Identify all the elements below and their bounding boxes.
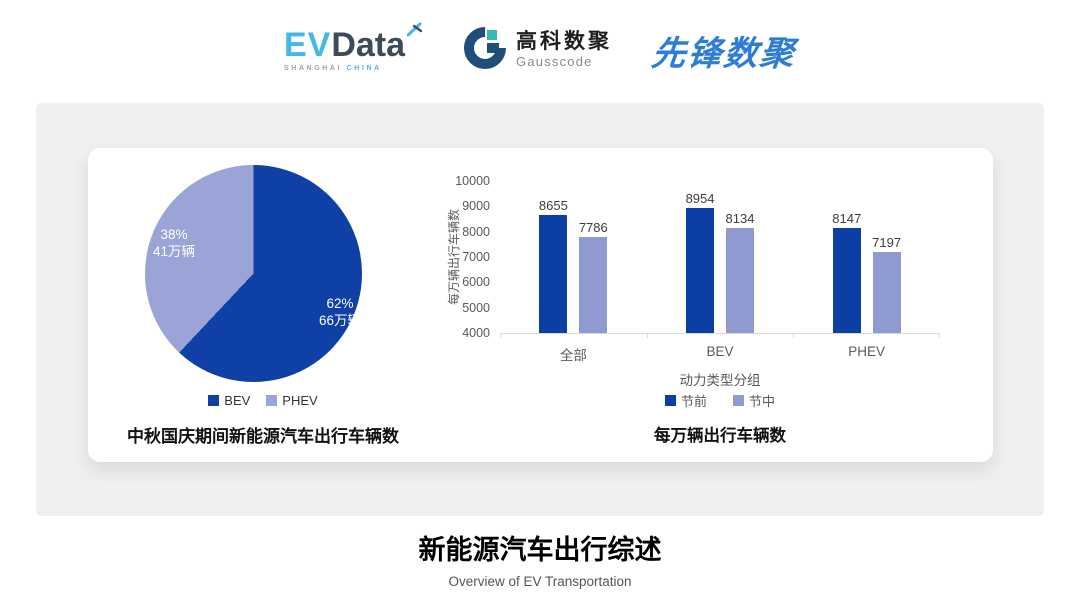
evdata-data-text: Data xyxy=(331,26,406,64)
bar-value-label: 8147 xyxy=(832,210,862,226)
pie-slice-label-phev: 38% 41万辆 xyxy=(124,226,224,260)
y-tick-label: 6000 xyxy=(462,275,490,290)
bar: 8655 xyxy=(539,181,568,333)
bar-chart-title: 每万辆出行车辆数 xyxy=(654,427,786,445)
evdata-logo: EV Data SHANGHAI CHINA xyxy=(283,22,423,72)
evdata-wordmark: EV Data xyxy=(283,22,423,64)
bar-legend: 节前 节中 xyxy=(500,391,940,410)
bar-value-label: 8655 xyxy=(538,198,568,214)
pie-legend: BEV PHEV xyxy=(88,393,438,408)
y-tick-label: 7000 xyxy=(462,250,490,264)
bev-percent-label: 62% xyxy=(326,296,354,311)
legend-swatch-icon xyxy=(266,395,278,406)
category-label: PHEV xyxy=(848,344,886,359)
pie-chart xyxy=(145,165,362,382)
phev-percent-label: 38% xyxy=(160,227,188,242)
category-label: BEV xyxy=(706,344,734,359)
bar-chart-block: 每万辆出行车辆数 10000 9000 8000 7000 6000 5000 4000 8… xyxy=(447,148,993,462)
bar: 7786 xyxy=(579,181,608,333)
legend-label: 节前 xyxy=(680,394,707,409)
page-title: 新能源汽车出行综述 xyxy=(418,535,662,565)
bar-group: 8147 7197 xyxy=(793,181,940,338)
evdata-x-icon xyxy=(406,22,423,42)
y-tick-label: 9000 xyxy=(462,199,490,214)
evdata-ev-text: EV xyxy=(283,26,332,64)
evdata-subtext-left: SHANGHAI xyxy=(283,65,343,72)
gausscode-logo: 高科数聚 Gausscode xyxy=(463,26,612,75)
bar-group: 8954 8134 xyxy=(646,181,794,338)
y-tick-label: 5000 xyxy=(462,300,490,315)
bar-legend-item: 节前 xyxy=(664,391,707,410)
bar: 8954 xyxy=(686,181,715,333)
legend-swatch-icon xyxy=(733,395,744,406)
y-tick-label: 8000 xyxy=(462,224,490,239)
gausscode-cn-text: 高科数聚 xyxy=(516,30,613,54)
footer: 新能源汽车出行综述 Overview of EV Transportation xyxy=(0,528,1080,589)
evdata-subtext: SHANGHAI CHINA xyxy=(284,65,382,72)
bar-rect xyxy=(686,207,715,333)
bar-plot-area: 8655 7786 8954 8134 8147 7197 xyxy=(500,181,940,338)
xianfeng-logo: 先锋数聚 xyxy=(649,34,798,73)
y-tick-label: 10000 xyxy=(455,174,490,188)
bar: 8134 xyxy=(725,181,755,333)
bar-value-label: 7786 xyxy=(578,220,608,236)
legend-label: PHEV xyxy=(282,393,318,408)
category-label: 全部 xyxy=(559,348,587,363)
gausscode-icon xyxy=(463,26,507,75)
bar-group: 8655 7786 xyxy=(500,181,647,338)
bar-rect xyxy=(539,215,568,333)
header: EV Data SHANGHAI CHINA 高科数聚 Gausscode xyxy=(0,0,1080,100)
pie-chart-block: 38% 41万辆 62% 66万辆 BEV PHEV 中秋国庆期间新能源汽车出行车… xyxy=(88,148,438,462)
bar-category-labels: 全部 BEV PHEV xyxy=(500,344,940,364)
bar-rect xyxy=(872,252,901,333)
bar: 7197 xyxy=(872,181,901,333)
pie-legend-item: BEV xyxy=(208,393,250,408)
bar-value-label: 8954 xyxy=(685,190,715,206)
y-tick-label: 4000 xyxy=(462,326,490,340)
pie-chart-title: 中秋国庆期间新能源汽车出行车辆数 xyxy=(127,427,399,446)
legend-label: 节中 xyxy=(749,394,776,409)
bar-x-axis-label: 动力类型分组 xyxy=(679,373,761,388)
evdata-subtext-right: CHINA xyxy=(346,65,382,72)
bev-count-label: 66万辆 xyxy=(318,313,362,328)
bar-rect xyxy=(832,227,861,333)
bar-rect xyxy=(579,237,608,333)
gray-panel: 38% 41万辆 62% 66万辆 BEV PHEV 中秋国庆期间新能源汽车出行车… xyxy=(36,103,1044,516)
gausscode-en-text: Gausscode xyxy=(516,53,593,69)
chart-card: 38% 41万辆 62% 66万辆 BEV PHEV 中秋国庆期间新能源汽车出行车… xyxy=(88,148,993,462)
bar: 8147 xyxy=(832,181,861,333)
legend-label: BEV xyxy=(224,393,251,408)
legend-swatch-icon xyxy=(664,395,676,406)
bar-y-ticks: 10000 9000 8000 7000 6000 5000 4000 xyxy=(448,148,490,462)
bar-value-label: 7197 xyxy=(872,235,902,250)
bar-rect xyxy=(725,228,754,333)
bar-legend-item: 节中 xyxy=(733,391,775,410)
page-subtitle: Overview of EV Transportation xyxy=(448,574,632,589)
gausscode-text: 高科数聚 Gausscode xyxy=(516,30,612,69)
pie-slice-label-bev: 62% 66万辆 xyxy=(290,295,390,329)
phev-count-label: 41万辆 xyxy=(152,244,196,259)
pie-legend-item: PHEV xyxy=(266,393,318,408)
legend-swatch-icon xyxy=(208,395,220,406)
bar-value-label: 8134 xyxy=(725,211,755,227)
